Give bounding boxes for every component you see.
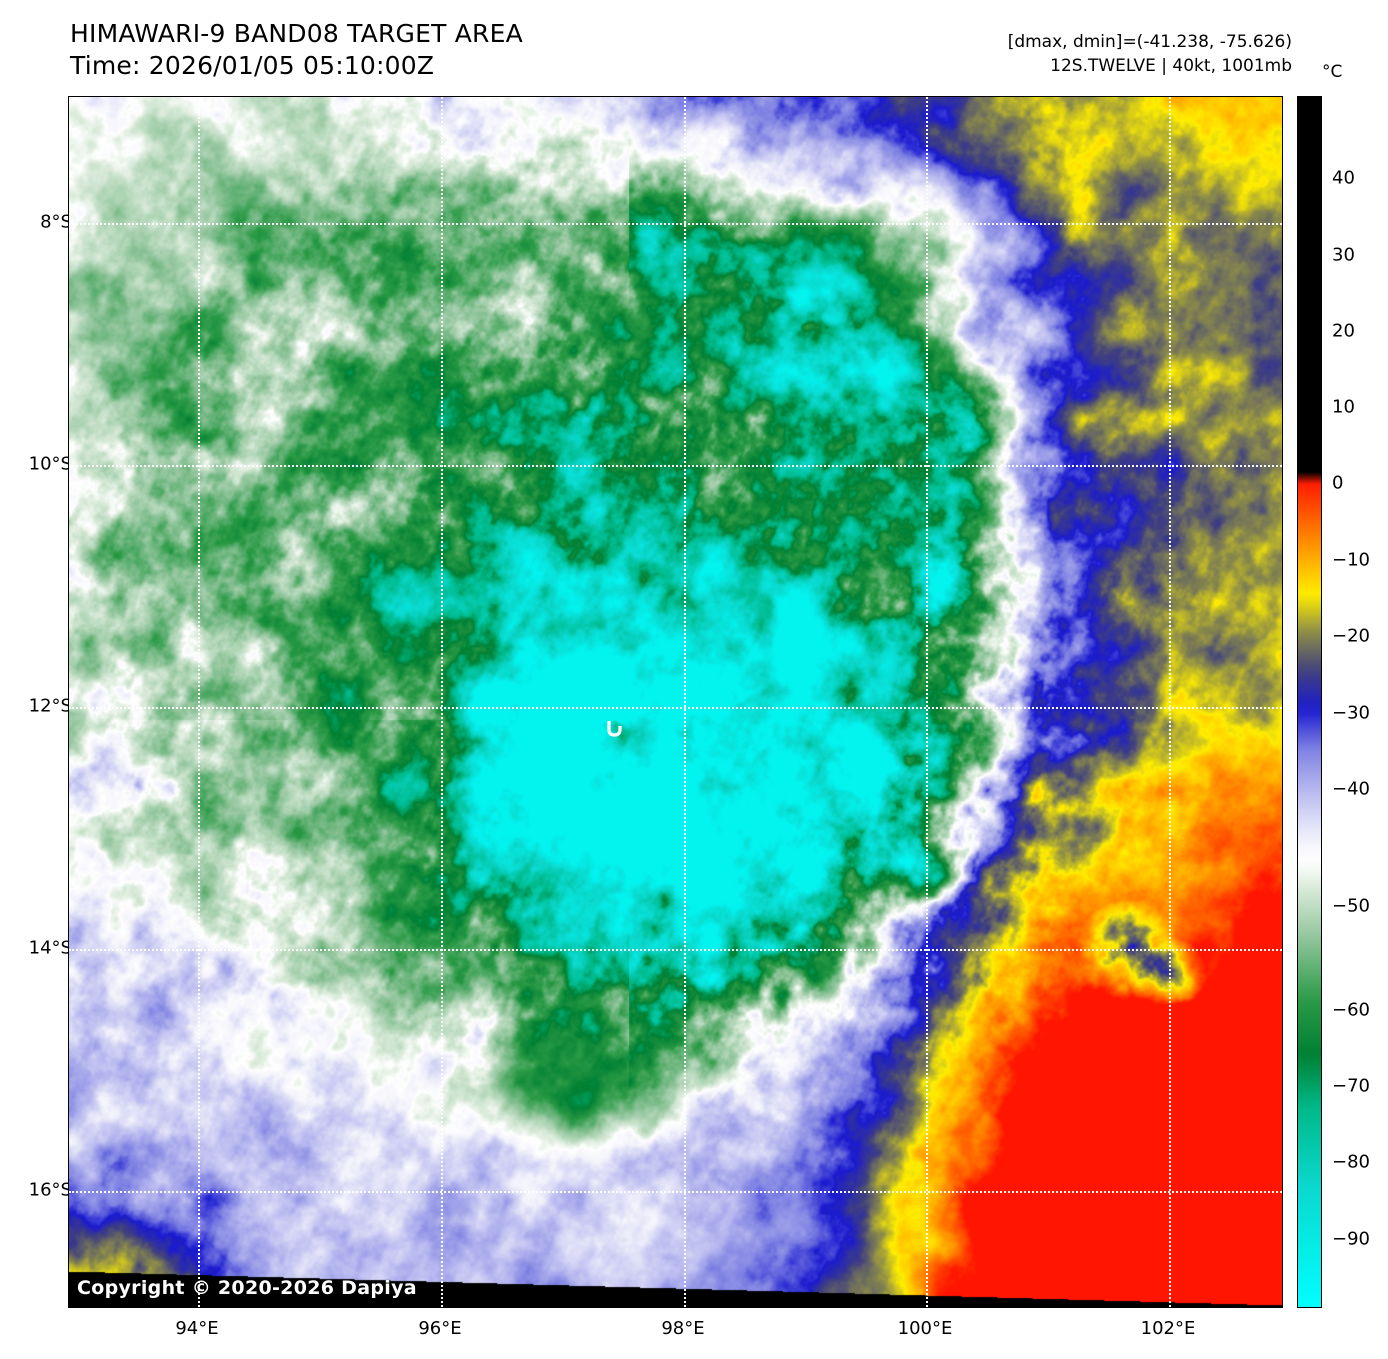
gridline-lat-12s [69,707,1282,709]
dmax-dmin-label: [dmax, dmin]=(-41.238, -75.626) [1007,32,1292,52]
gridline-lon-98 [684,97,686,1307]
ytick-label-1: 10°S [28,453,72,475]
colorbar-tick-4: 0 [1332,472,1344,494]
colorbar-unit-label: °C [1322,62,1343,82]
gridline-lat-8s [69,223,1282,225]
colorbar-tick-5: −10 [1332,549,1370,571]
ytick-label-4: 16°S [28,1179,72,1201]
title-block: HIMAWARI-9 BAND08 TARGET AREA Time: 2026… [70,18,523,82]
gridline-lon-96 [441,97,443,1307]
colorbar-tick-12: −80 [1332,1151,1370,1173]
ytick-label-3: 14°S [28,937,72,959]
metadata-block: [dmax, dmin]=(-41.238, -75.626) 12S.TWEL… [1008,30,1292,78]
ytick-label-0: 8°S [40,211,72,233]
xtick-label-2: 98°E [661,1318,705,1339]
satellite-image-plot[interactable]: Copyright © 2020-2026 Dapiya [68,96,1283,1308]
colorbar-tick-9: −50 [1332,895,1370,917]
colorbar-tick-6: −20 [1332,625,1370,647]
ytick-label-2: 12°S [28,695,72,717]
colorbar-tick-13: −90 [1332,1228,1370,1250]
colorbar-tick-3: 10 [1332,396,1355,418]
xtick-label-0: 94°E [175,1318,219,1339]
colorbar-gradient [1298,97,1321,1307]
xtick-label-3: 100°E [897,1318,953,1339]
storm-info-label: 12S.TWELVE | 40kt, 1001mb [1050,56,1292,76]
gridline-lon-102 [1169,97,1171,1307]
xtick-label-4: 102°E [1140,1318,1196,1339]
colorbar-tick-0: 40 [1332,167,1355,189]
gridline-lat-16s [69,1191,1282,1193]
gridline-lat-14s [69,949,1282,951]
page-title: HIMAWARI-9 BAND08 TARGET AREA [70,19,523,48]
colorbar-tick-7: −30 [1332,702,1370,724]
colorbar[interactable] [1297,96,1322,1308]
copyright-label: Copyright © 2020-2026 Dapiya [77,1277,417,1299]
colorbar-tick-2: 20 [1332,320,1355,342]
gridline-lat-10s [69,465,1282,467]
cyclone-center-marker-icon [607,721,622,737]
colorbar-tick-1: 30 [1332,244,1355,266]
gridline-lon-94 [198,97,200,1307]
infrared-brightness-temperature-raster [69,97,1282,1307]
xtick-label-1: 96°E [418,1318,462,1339]
timestamp-label: Time: 2026/01/05 05:10:00Z [70,51,435,80]
colorbar-tick-10: −60 [1332,999,1370,1021]
colorbar-tick-11: −70 [1332,1075,1370,1097]
gridline-lon-100 [926,97,928,1307]
colorbar-tick-8: −40 [1332,778,1370,800]
